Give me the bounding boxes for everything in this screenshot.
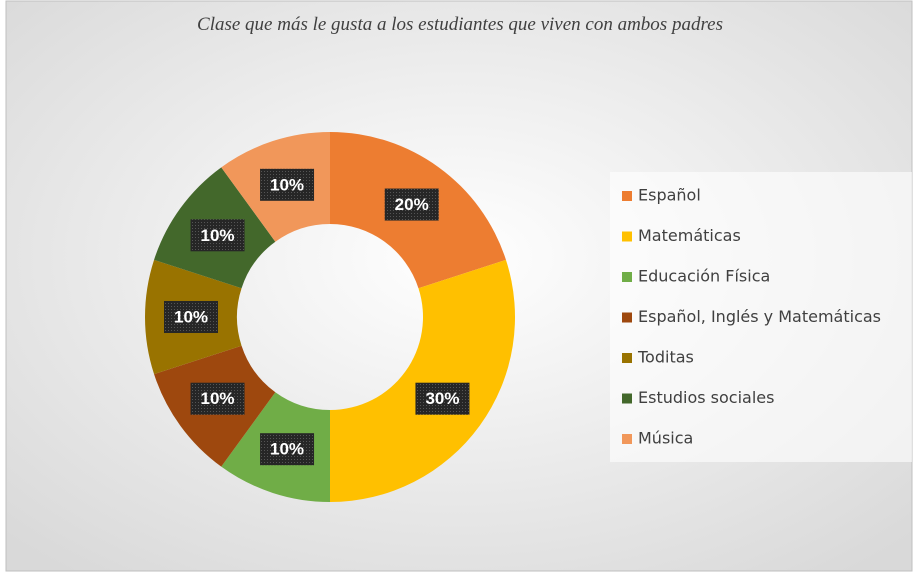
legend-label: Toditas xyxy=(637,348,694,367)
legend-box xyxy=(610,172,912,462)
data-label-box xyxy=(415,382,470,415)
legend-label: Música xyxy=(638,429,693,448)
data-label-box xyxy=(384,188,439,221)
data-label: 10% xyxy=(174,307,208,326)
legend-swatch xyxy=(622,272,632,282)
legend-label: Estudios sociales xyxy=(638,388,774,407)
data-label: 10% xyxy=(270,175,304,194)
legend-swatch xyxy=(622,393,632,404)
slice xyxy=(330,259,515,502)
data-label: 20% xyxy=(395,195,429,214)
legend-swatch xyxy=(622,191,632,201)
legend-swatch xyxy=(622,231,632,242)
data-label-box xyxy=(260,433,315,466)
legend-label: Educación Física xyxy=(638,267,770,286)
data-label-box xyxy=(190,382,245,415)
data-label-box xyxy=(190,219,245,252)
legend-label: Matemáticas xyxy=(638,226,741,245)
legend-label: Español xyxy=(638,186,701,205)
data-label: 10% xyxy=(201,226,235,245)
legend-swatch xyxy=(622,312,632,323)
legend-label: Español, Inglés y Matemáticas xyxy=(638,307,881,326)
data-label: 10% xyxy=(270,440,304,459)
data-label: 10% xyxy=(201,389,235,408)
legend-swatch xyxy=(622,353,632,363)
data-label-box xyxy=(164,301,218,333)
data-label: 30% xyxy=(425,389,459,408)
chart-title: Clase que más le gusta a los estudiantes… xyxy=(197,14,723,35)
data-label-box xyxy=(260,168,315,201)
legend-swatch xyxy=(622,434,632,444)
